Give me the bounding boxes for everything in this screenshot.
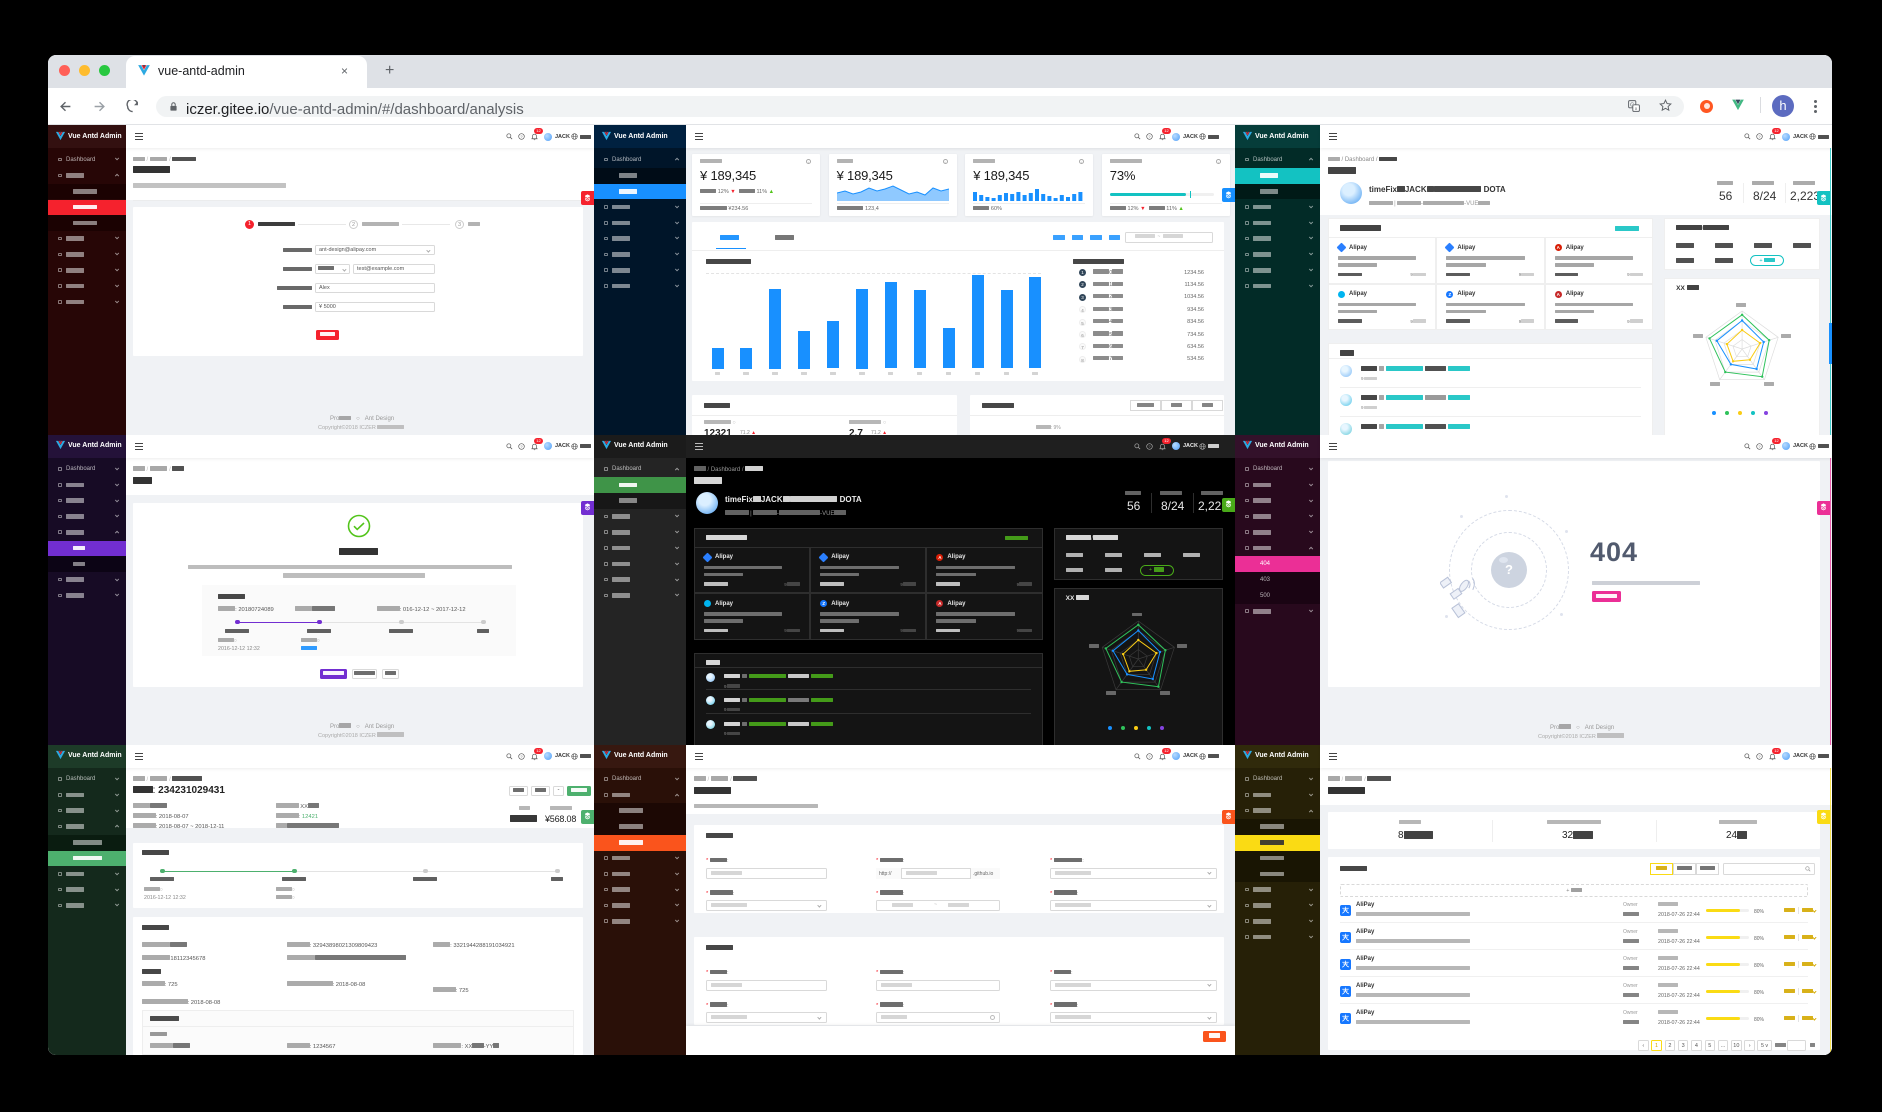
svg-text:?: ? [1148, 134, 1151, 139]
svg-text:?: ? [1758, 753, 1761, 758]
svg-text:?: ? [1148, 443, 1151, 448]
svg-text:?: ? [520, 443, 523, 448]
svg-text:?: ? [1758, 443, 1761, 448]
svg-text:?: ? [1758, 134, 1761, 139]
svg-text:?: ? [520, 134, 523, 139]
svg-text:G: G [1630, 103, 1634, 109]
svg-text:?: ? [1148, 753, 1151, 758]
svg-text:x: x [1635, 107, 1638, 112]
svg-text:?: ? [520, 753, 523, 758]
